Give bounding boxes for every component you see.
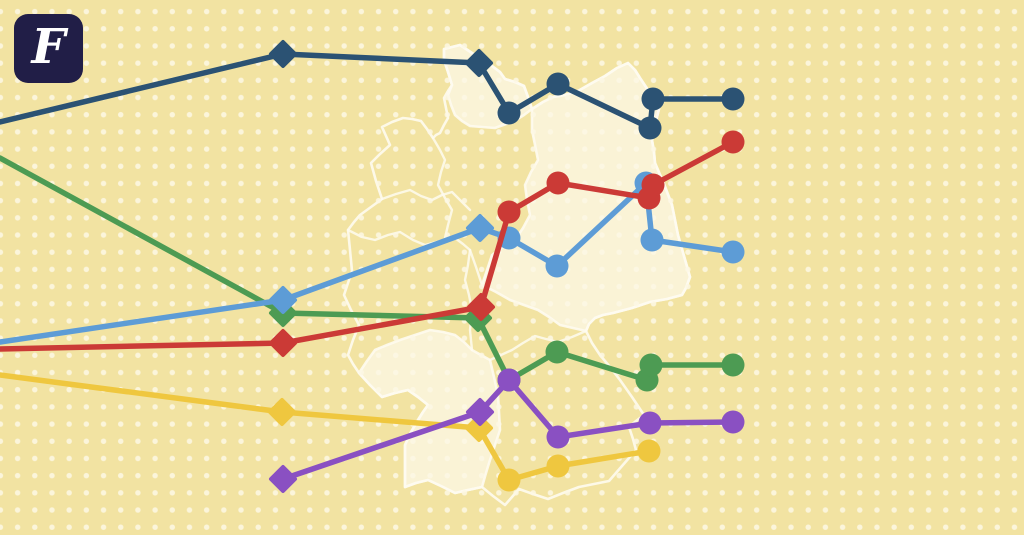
data-point-circle-red	[497, 200, 521, 224]
faz-logo-letter: F	[31, 18, 66, 75]
data-point-circle-dark-blue	[638, 116, 662, 140]
data-point-circle-purple	[497, 368, 521, 392]
faz-logo: F	[14, 14, 83, 83]
data-point-diamond-purple	[268, 464, 298, 494]
data-point-circle-green	[545, 340, 569, 364]
data-point-diamond-dark-blue	[268, 39, 298, 69]
data-point-circle-purple	[546, 425, 570, 449]
series-line-dark-blue	[0, 51, 736, 131]
data-point-circle-red	[546, 171, 570, 195]
data-point-circle-purple	[721, 410, 745, 434]
data-point-diamond-light-blue	[465, 213, 495, 243]
data-point-circle-red	[641, 173, 665, 197]
data-point-circle-red	[721, 130, 745, 154]
data-point-circle-light-blue	[640, 228, 664, 252]
series-dark-blue	[0, 39, 745, 140]
data-point-circle-yellow	[637, 439, 661, 463]
series-line-light-blue	[0, 180, 736, 345]
data-point-circle-light-blue	[545, 254, 569, 278]
data-point-circle-purple	[638, 411, 662, 435]
data-point-circle-green	[721, 353, 745, 377]
data-point-circle-dark-blue	[546, 72, 570, 96]
data-point-circle-dark-blue	[497, 101, 521, 125]
series-line-red	[0, 139, 736, 352]
data-point-diamond-yellow	[267, 397, 297, 427]
data-point-circle-green	[639, 353, 663, 377]
data-point-circle-yellow	[546, 454, 570, 478]
data-point-diamond-red	[268, 328, 298, 358]
data-point-circle-dark-blue	[641, 87, 665, 111]
series-line-purple	[280, 377, 736, 482]
data-point-circle-yellow	[497, 468, 521, 492]
data-point-diamond-dark-blue	[464, 48, 494, 78]
data-point-circle-dark-blue	[721, 87, 745, 111]
data-point-circle-light-blue	[721, 240, 745, 264]
